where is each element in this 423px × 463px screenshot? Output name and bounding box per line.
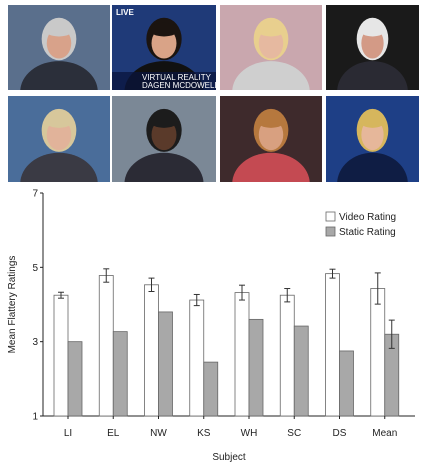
photo-woman-blue-studio — [8, 96, 110, 182]
x-tick-label: EL — [107, 428, 120, 439]
error-bar — [374, 272, 381, 305]
x-tick-label: KS — [197, 428, 211, 439]
photo-image — [326, 96, 419, 182]
y-tick-label: 1 — [32, 412, 38, 423]
photo-woman-news-anchor — [326, 96, 419, 182]
error-bar — [148, 277, 155, 292]
x-tick-label: WH — [241, 428, 258, 439]
error-bar — [239, 284, 245, 301]
error-bar — [58, 291, 64, 299]
bar-video-rating — [98, 275, 114, 417]
photo-image — [220, 96, 322, 182]
x-tick-label: DS — [333, 428, 347, 439]
bar-video-rating — [53, 294, 69, 417]
bar-video-rating — [325, 273, 340, 417]
bar-video-rating — [279, 294, 295, 417]
bar-video-rating — [144, 284, 159, 417]
y-axis-title: Mean Flattery Ratings — [7, 256, 18, 354]
photo-image — [112, 96, 216, 182]
bar-video-rating — [234, 292, 250, 417]
error-bar — [329, 268, 336, 279]
error-bar — [388, 319, 395, 349]
legend-label: Video Rating — [339, 212, 396, 223]
bar-static-rating — [293, 325, 309, 417]
photo-image — [8, 5, 110, 90]
legend-label: Static Rating — [339, 227, 396, 238]
photo-man-dark-skin — [112, 96, 216, 182]
bar-static-rating — [248, 318, 264, 417]
bar-static-rating — [158, 311, 173, 417]
bar-video-rating — [189, 299, 205, 417]
photo-image — [220, 5, 322, 90]
photo-image — [8, 96, 110, 182]
news-caption-name: DAGEN MCDOWELL — [142, 81, 216, 90]
x-tick-label: Mean — [372, 428, 397, 439]
photo-blonde-woman-pink — [220, 5, 322, 90]
bar-static-rating — [339, 350, 354, 417]
error-bar — [193, 293, 200, 307]
x-tick-label: SC — [287, 428, 301, 439]
photo-image — [326, 5, 419, 90]
bar-static-rating — [67, 341, 83, 417]
bar-static-rating — [203, 361, 219, 417]
y-tick-label: 5 — [32, 263, 38, 274]
y-tick-label: 3 — [32, 337, 38, 348]
legend-swatch — [325, 226, 336, 237]
error-bar — [284, 288, 291, 303]
x-axis-title: Subject — [212, 452, 246, 463]
photo-woman-orchid — [220, 96, 322, 182]
legend-swatch — [325, 211, 336, 222]
y-tick-label: 7 — [32, 189, 38, 200]
x-tick-label: LI — [64, 428, 72, 439]
news-caption-headline: VIRTUAL REALITY — [142, 73, 212, 82]
bar-static-rating — [112, 331, 128, 417]
error-bar — [103, 268, 110, 283]
photo-man-dark-backdrop — [326, 5, 419, 90]
live-tag: LIVE — [116, 8, 134, 17]
photo-man-blue-backdrop — [8, 5, 110, 90]
x-tick-label: NW — [150, 428, 167, 439]
bar-chart: 1 3 5 7 Mean Flattery Ratings LI EL NW KS WH SC DS M… — [7, 189, 415, 463]
photo-woman-news-caption: LIVE VIRTUAL REALITY DAGEN MCDOWELL — [112, 5, 216, 90]
bar-video-rating — [370, 288, 386, 417]
